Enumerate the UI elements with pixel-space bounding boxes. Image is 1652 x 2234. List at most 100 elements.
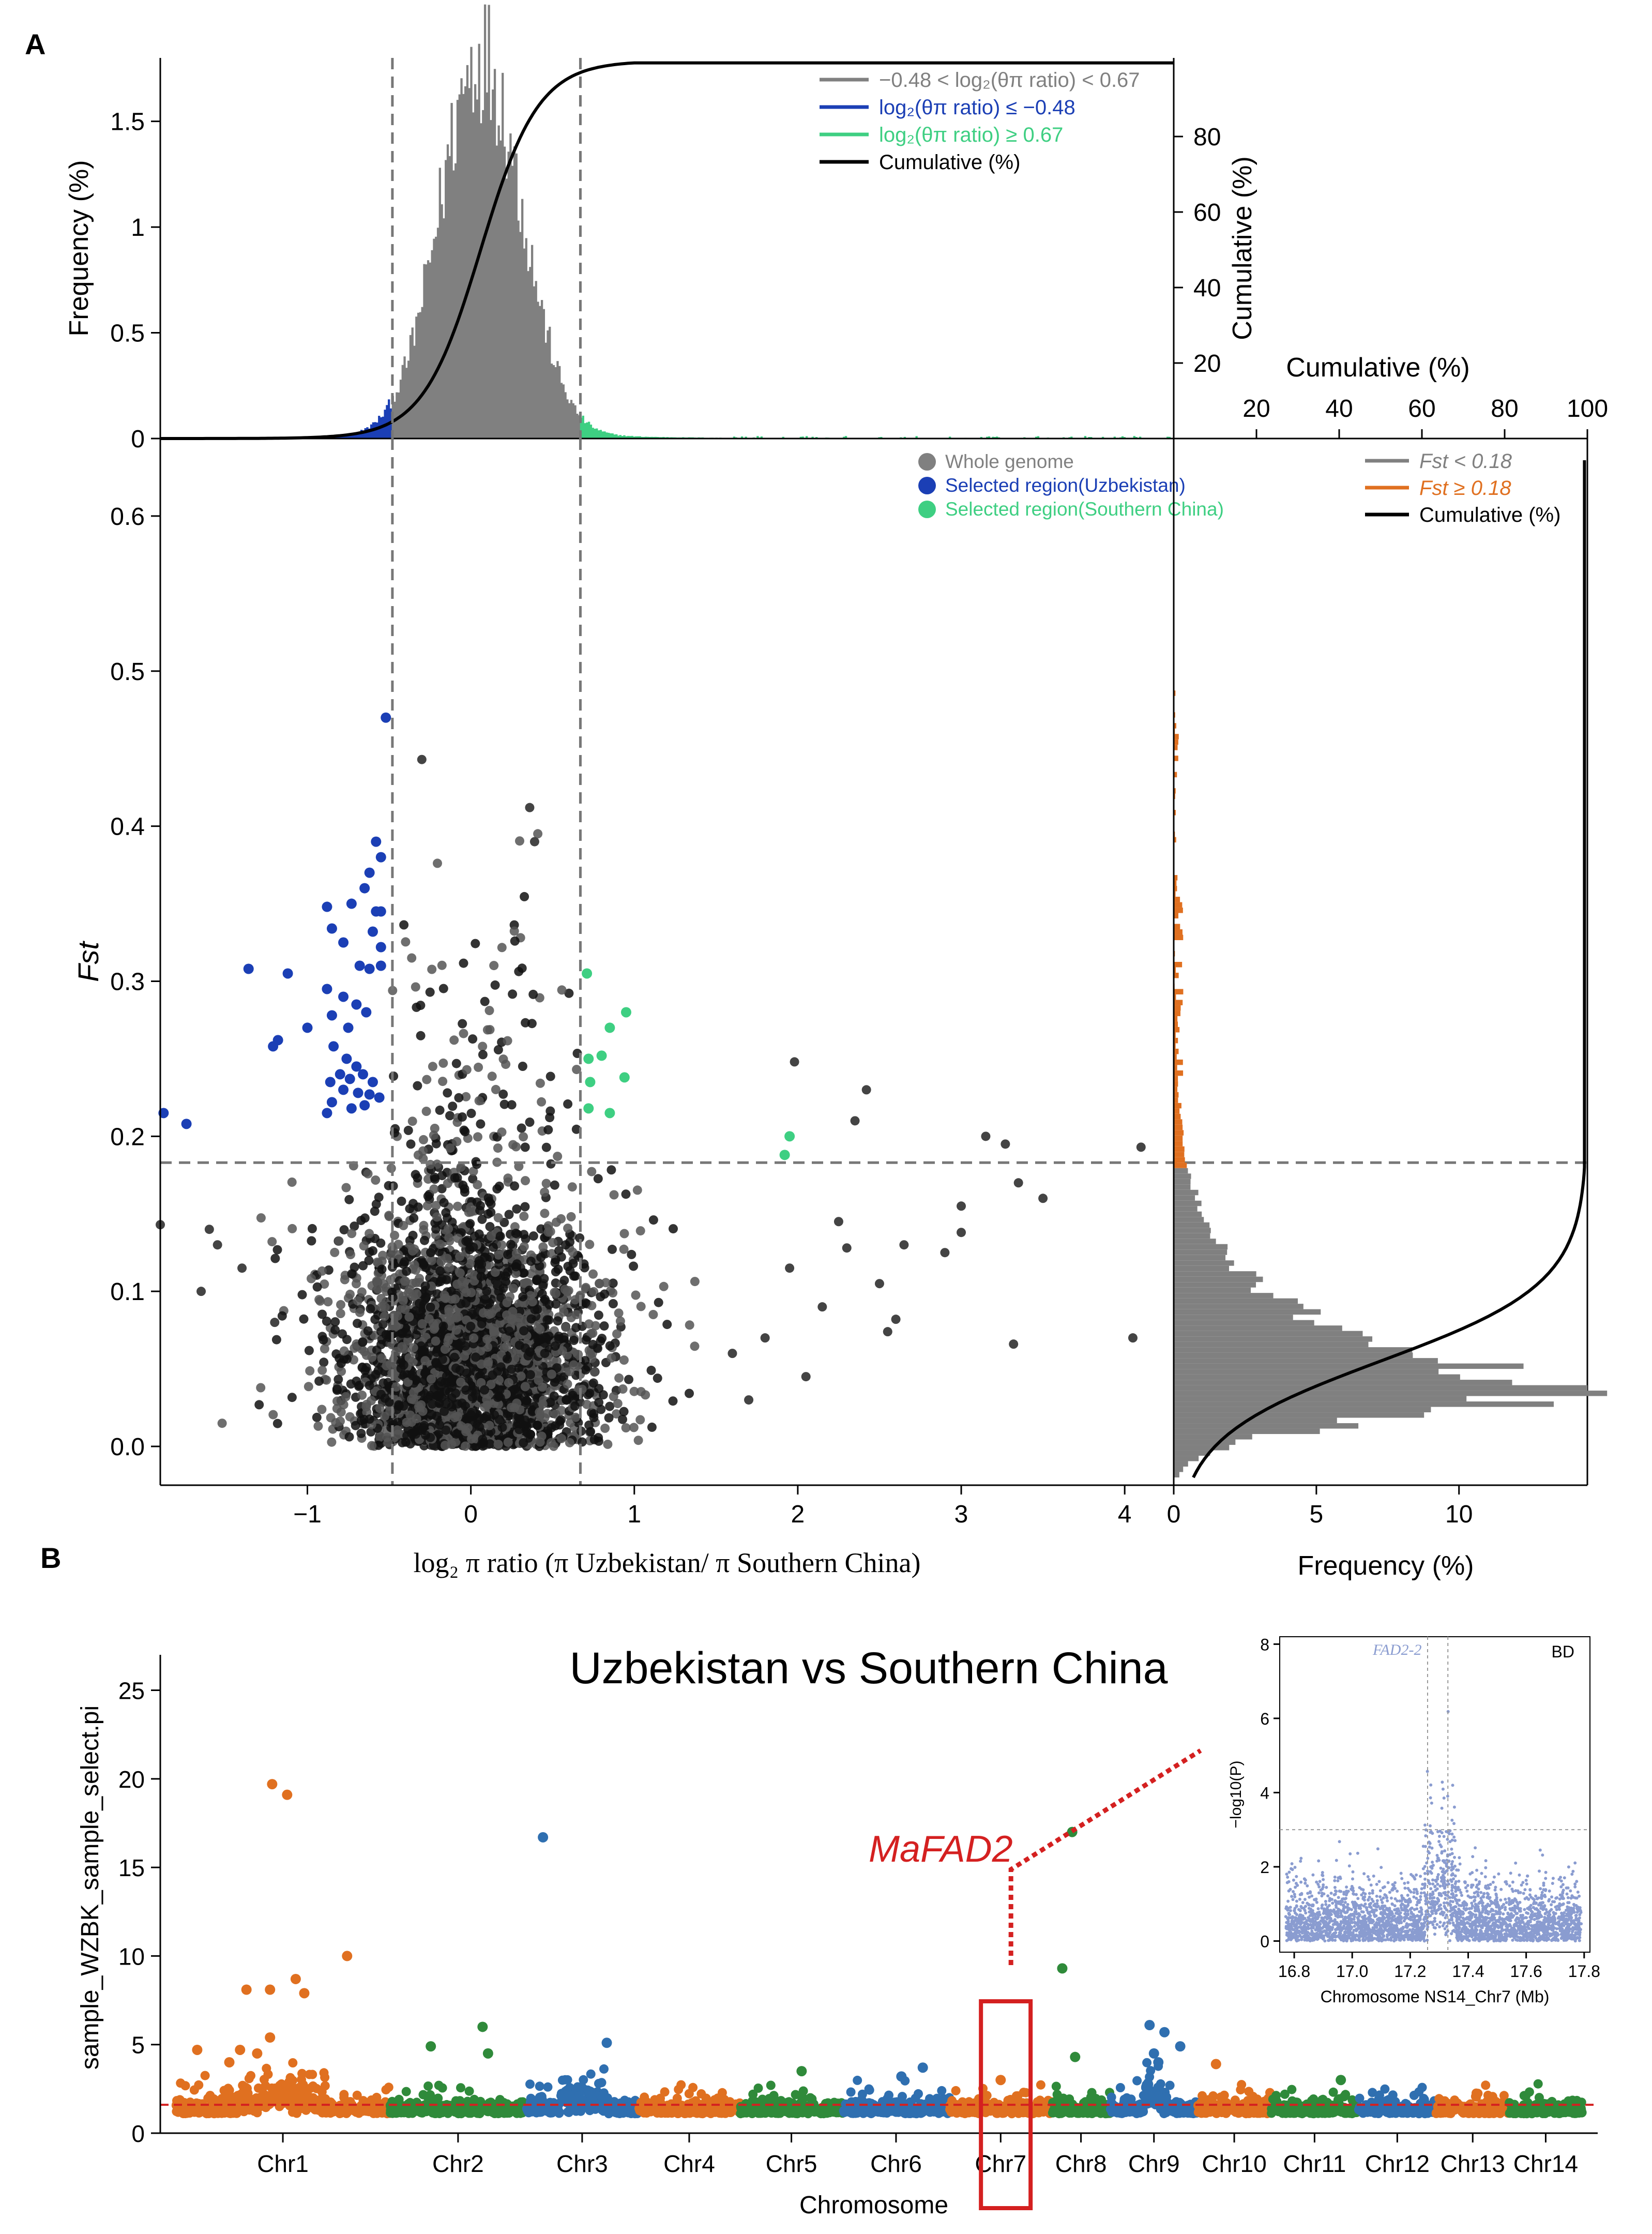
- scatter-point: [526, 1429, 536, 1439]
- scatter-point: [499, 1099, 509, 1109]
- manhattan-point: [246, 2071, 255, 2080]
- scatter-point: [341, 1392, 351, 1401]
- scatter-point: [471, 939, 480, 948]
- scatter-point: [480, 997, 490, 1006]
- scatter-point: [319, 1357, 329, 1367]
- histogram-bar: [525, 238, 527, 439]
- histogram-bar: [1174, 1239, 1216, 1244]
- histogram-bar: [419, 312, 422, 439]
- histogram-bar: [1174, 1456, 1199, 1461]
- scatter-point: [535, 1407, 544, 1417]
- manhattan-point: [267, 2083, 277, 2093]
- histogram-bar: [586, 422, 588, 439]
- scatter-point: [314, 1295, 324, 1305]
- scatter-point: [406, 1139, 416, 1149]
- histogram-bar: [592, 428, 594, 439]
- scatter-point: [476, 1119, 486, 1129]
- histogram-bar: [1174, 1276, 1263, 1282]
- manhattan-point: [224, 2107, 234, 2117]
- histogram-bar: [513, 146, 516, 439]
- histogram-bar: [627, 435, 630, 439]
- selected-point-southern-china: [583, 1103, 594, 1114]
- scatter-point: [477, 1259, 487, 1269]
- scatter-point: [407, 1116, 417, 1126]
- x-tick-label: 5: [1310, 1501, 1324, 1528]
- scatter-point: [520, 1142, 530, 1152]
- scatter-point: [580, 1356, 590, 1366]
- scatter-point: [551, 1299, 561, 1309]
- histogram-bar: [1174, 1189, 1199, 1196]
- histogram-bar: [445, 160, 447, 439]
- scatter-point: [314, 1376, 324, 1386]
- scatter-point: [957, 1201, 966, 1211]
- selected-point-uzbekistan: [364, 963, 375, 974]
- scatter-point: [619, 1229, 629, 1239]
- scatter-point: [330, 1317, 340, 1327]
- manhattan-point: [556, 2089, 566, 2099]
- top-x-tick-label: 60: [1408, 395, 1435, 422]
- scatter-point: [439, 1198, 449, 1207]
- scatter-point: [744, 1395, 754, 1405]
- scatter-point: [426, 1302, 435, 1312]
- scatter-point: [632, 1185, 642, 1195]
- histogram-bar: [399, 380, 402, 439]
- histogram-bar: [782, 436, 784, 439]
- histogram-bar: [386, 405, 388, 439]
- scatter-point: [397, 1329, 407, 1338]
- scatter-point: [874, 1279, 884, 1289]
- scatter-point: [254, 1400, 264, 1410]
- scatter-point: [957, 1228, 966, 1237]
- histogram-bar: [366, 427, 369, 439]
- scatter-point: [669, 1224, 678, 1234]
- histogram-bar: [589, 425, 593, 439]
- manhattan-point: [320, 2081, 330, 2091]
- selected-point-uzbekistan: [367, 926, 378, 937]
- scatter-point: [514, 1363, 524, 1373]
- scatter-point: [577, 1384, 587, 1394]
- y-tick-label: 1.5: [110, 109, 145, 136]
- scatter-point: [421, 1107, 431, 1116]
- scatter-point: [598, 1390, 608, 1400]
- scatter-point: [487, 1309, 496, 1318]
- scatter-point: [552, 1217, 561, 1227]
- histogram-bar: [421, 307, 423, 439]
- scatter-point: [297, 1290, 307, 1300]
- histogram-bar: [633, 436, 635, 439]
- scatter-point: [237, 1263, 247, 1273]
- scatter-point: [438, 984, 448, 993]
- y-tick-label: 0.2: [110, 1123, 145, 1151]
- scatter-point: [401, 1276, 411, 1286]
- histogram-bar: [346, 435, 349, 439]
- scatter-point: [760, 1333, 770, 1343]
- scatter-point: [466, 1410, 476, 1420]
- scatter-point: [420, 1281, 430, 1291]
- scatter-point: [504, 1326, 514, 1336]
- manhattan-point: [301, 2094, 311, 2104]
- histogram-bar: [448, 156, 451, 439]
- scatter-point: [441, 1441, 450, 1450]
- scatter-point: [432, 1348, 442, 1357]
- scatter-point: [619, 1407, 629, 1416]
- scatter-point: [549, 1441, 558, 1451]
- histogram-bar: [1174, 1228, 1211, 1233]
- scatter-point: [587, 1167, 597, 1176]
- histogram-bar: [1174, 1363, 1524, 1369]
- scatter-point: [357, 1287, 367, 1297]
- scatter-point: [441, 1425, 451, 1435]
- manhattan-point: [416, 2102, 426, 2112]
- histogram-bar: [648, 436, 651, 439]
- scatter-point: [486, 1207, 496, 1217]
- histogram-bar: [1174, 908, 1183, 913]
- histogram-bar: [1101, 436, 1104, 439]
- scatter-point: [490, 980, 500, 990]
- scatter-point: [510, 1181, 520, 1191]
- histogram-bar: [1037, 436, 1040, 439]
- scatter-point: [411, 1429, 421, 1439]
- histogram-bar: [643, 436, 645, 439]
- scatter-point: [359, 1241, 369, 1251]
- scatter-point: [339, 1225, 349, 1235]
- selected-point-uzbekistan: [341, 1053, 352, 1064]
- scatter-y-axis-title: Fst: [72, 941, 104, 982]
- selected-point-uzbekistan: [338, 937, 349, 948]
- histogram-bar: [1174, 1423, 1359, 1429]
